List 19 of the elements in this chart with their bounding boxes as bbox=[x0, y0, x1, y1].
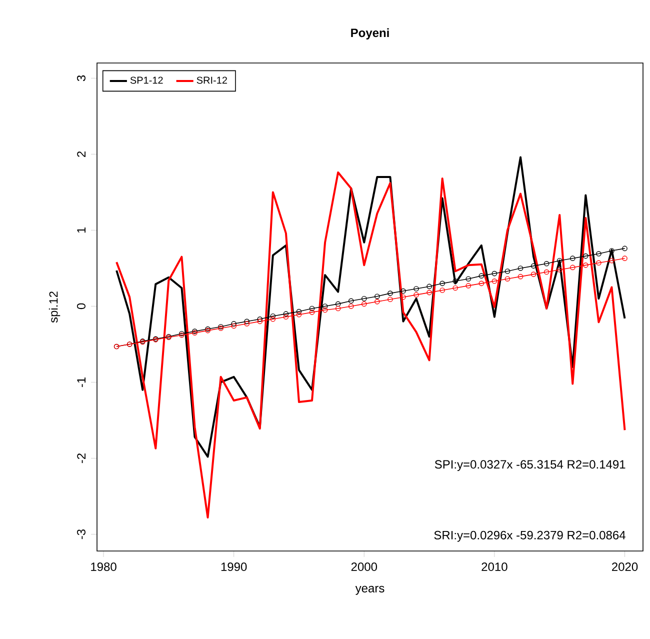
chart-title: Poyeni bbox=[351, 28, 389, 40]
x-tick-label: 2000 bbox=[351, 562, 378, 572]
y-tick-label: 0 bbox=[76, 303, 86, 310]
y-tick-label: -2 bbox=[77, 454, 86, 464]
annotation: SRI:y=0.0296x -59.2379 R2=0.0864 bbox=[434, 530, 626, 542]
annotation: SPI:y=0.0327x -65.3154 R2=0.1491 bbox=[434, 460, 626, 472]
y-tick-label: -1 bbox=[77, 377, 86, 388]
x-tick-label: 1980 bbox=[91, 562, 116, 572]
y-tick-label: 2 bbox=[77, 151, 86, 157]
y-axis-title: spi.12 bbox=[48, 292, 60, 323]
x-axis-title: years bbox=[355, 586, 384, 595]
legend-label: SP1-12 bbox=[130, 76, 163, 84]
y-tick-label: -3 bbox=[76, 529, 86, 540]
legend-label: SRI-12 bbox=[196, 76, 227, 84]
x-tick-label: 1990 bbox=[221, 562, 247, 572]
x-tick-label: 2020 bbox=[612, 562, 638, 572]
x-tick-label: 2010 bbox=[482, 562, 508, 572]
y-tick-label: 3 bbox=[76, 75, 86, 82]
y-tick-label: 1 bbox=[77, 227, 86, 233]
